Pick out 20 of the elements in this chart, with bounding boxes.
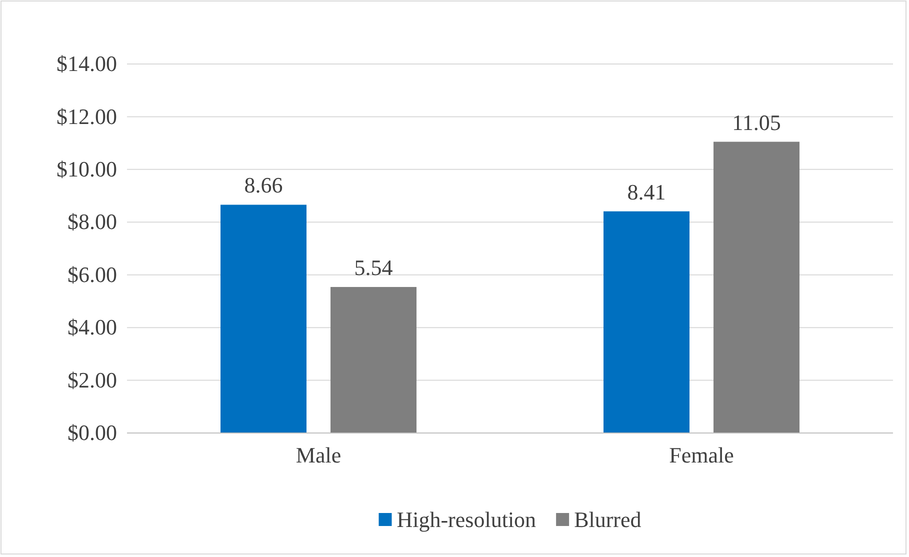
y-tick-label: $8.00	[68, 209, 117, 234]
y-tick-label: $10.00	[56, 156, 117, 182]
data-label: 8.66	[244, 172, 283, 198]
data-label: 8.41	[627, 179, 666, 204]
bar	[330, 286, 416, 433]
y-tick-label: $14.00	[56, 51, 117, 76]
bar	[604, 211, 690, 433]
legend-label: High-resolution	[396, 507, 536, 532]
x-tick-label: Male	[296, 442, 342, 468]
y-tick-label: $4.00	[68, 314, 117, 340]
y-tick-label: $12.00	[56, 104, 117, 129]
y-tick-label: $2.00	[68, 367, 117, 392]
y-tick-label: $6.00	[68, 262, 117, 287]
data-label: 5.54	[354, 254, 393, 280]
bar	[220, 204, 306, 433]
y-tick-label: $0.00	[68, 420, 117, 446]
bar	[714, 142, 800, 433]
data-label: 11.05	[732, 110, 781, 135]
legend-label: Blurred	[574, 507, 642, 532]
x-tick-label: Female	[669, 442, 734, 468]
